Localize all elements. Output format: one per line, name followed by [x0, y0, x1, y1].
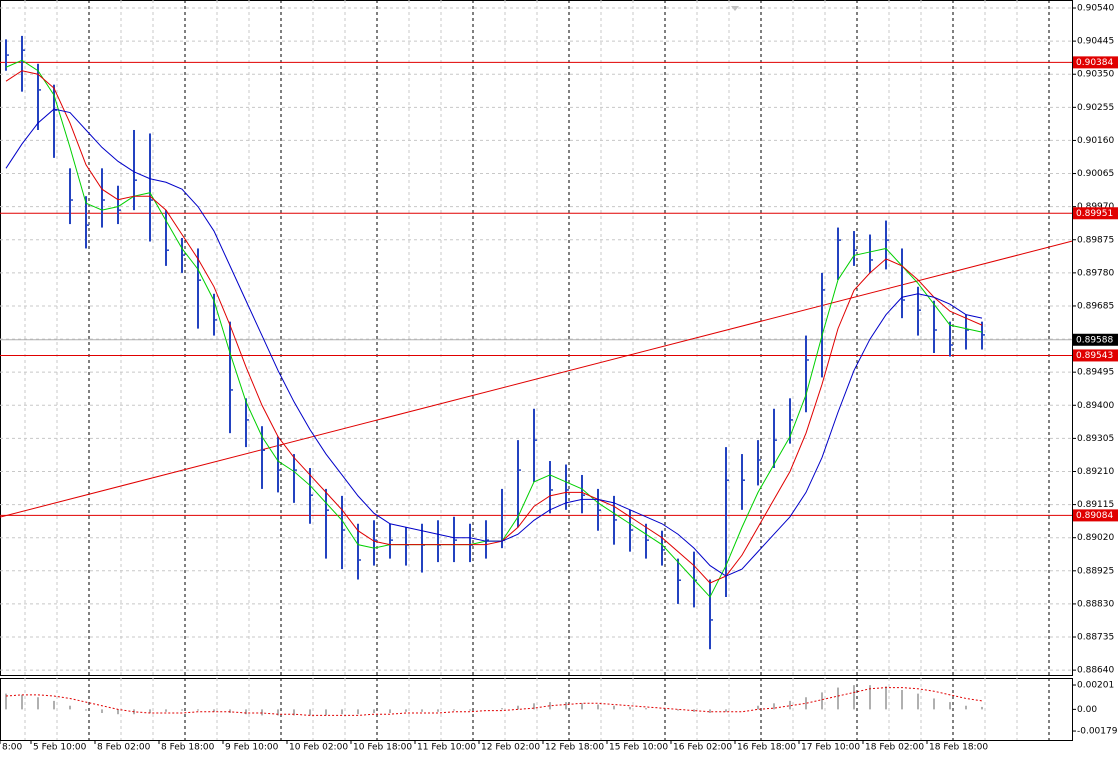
level-label-box	[1073, 349, 1118, 362]
moving-average	[5, 70, 983, 584]
y-tick-label: 0.88735	[1077, 633, 1114, 643]
level-label: 0.89543	[1076, 351, 1113, 361]
x-tick-label: 10 Feb 18:00	[353, 743, 412, 753]
x-tick-label: 17 Feb 10:00	[801, 743, 860, 753]
level-label: 0.89084	[1076, 511, 1113, 521]
level-label: 0.89951	[1076, 209, 1113, 219]
y-tick-label: 0.88640	[1077, 666, 1114, 676]
y-tick-label: 0.90540	[1077, 4, 1114, 14]
x-tick-label: 9 Feb 10:00	[225, 743, 279, 753]
x-tick-label: 11 Feb 10:00	[417, 743, 476, 753]
moving-average	[5, 108, 983, 577]
y-tick-label: 0.89780	[1077, 268, 1114, 278]
x-tick-label: 16 Feb 02:00	[673, 743, 732, 753]
y2-tick-label: 0.00	[1077, 705, 1097, 715]
y-tick-label: 0.89685	[1077, 301, 1114, 311]
level-label-box	[1073, 509, 1118, 522]
x-tick-label: 8:00	[2, 743, 22, 753]
current-price-box	[1073, 333, 1118, 346]
x-tick-label: 12 Feb 18:00	[545, 743, 604, 753]
y2-tick-label: 0.00201	[1077, 681, 1114, 691]
x-tick-label: 10 Feb 02:00	[289, 743, 348, 753]
trendline	[0, 240, 1073, 518]
x-tick-label: 18 Feb 18:00	[929, 743, 988, 753]
current-price-label: 0.89588	[1076, 335, 1113, 345]
y-tick-label: 0.89875	[1077, 235, 1114, 245]
y-tick-label: 0.90065	[1077, 169, 1114, 179]
y-tick-label: 0.89210	[1077, 467, 1114, 477]
x-tick-label: 15 Feb 10:00	[609, 743, 668, 753]
y-tick-label: 0.90160	[1077, 136, 1114, 146]
y-tick-label: 0.89495	[1077, 368, 1114, 378]
level-label-box	[1073, 207, 1118, 220]
y-tick-label: 0.90350	[1077, 70, 1114, 80]
x-tick-label: 12 Feb 02:00	[481, 743, 540, 753]
y-tick-label: 0.89970	[1077, 202, 1114, 212]
y2-tick-label: -0.00179	[1077, 727, 1118, 737]
y-tick-label: 0.89115	[1077, 500, 1114, 510]
level-label: 0.90384	[1076, 58, 1113, 68]
signal-line	[5, 687, 983, 716]
y-tick-label: 0.88925	[1077, 566, 1114, 576]
y-tick-label: 0.90445	[1077, 37, 1114, 47]
y-tick-label: 0.89400	[1077, 401, 1114, 411]
y-tick-label: 0.88830	[1077, 599, 1114, 609]
x-tick-label: 5 Feb 10:00	[33, 743, 87, 753]
y-tick-label: 0.90255	[1077, 103, 1114, 113]
y-tick-label: 0.89305	[1077, 434, 1114, 444]
y-tick-label: 0.89020	[1077, 533, 1114, 543]
x-tick-label: 16 Feb 18:00	[737, 743, 796, 753]
x-tick-label: 18 Feb 02:00	[865, 743, 924, 753]
x-tick-label: 8 Feb 18:00	[161, 743, 215, 753]
level-label-box	[1073, 56, 1118, 69]
x-tick-label: 8 Feb 02:00	[97, 743, 151, 753]
